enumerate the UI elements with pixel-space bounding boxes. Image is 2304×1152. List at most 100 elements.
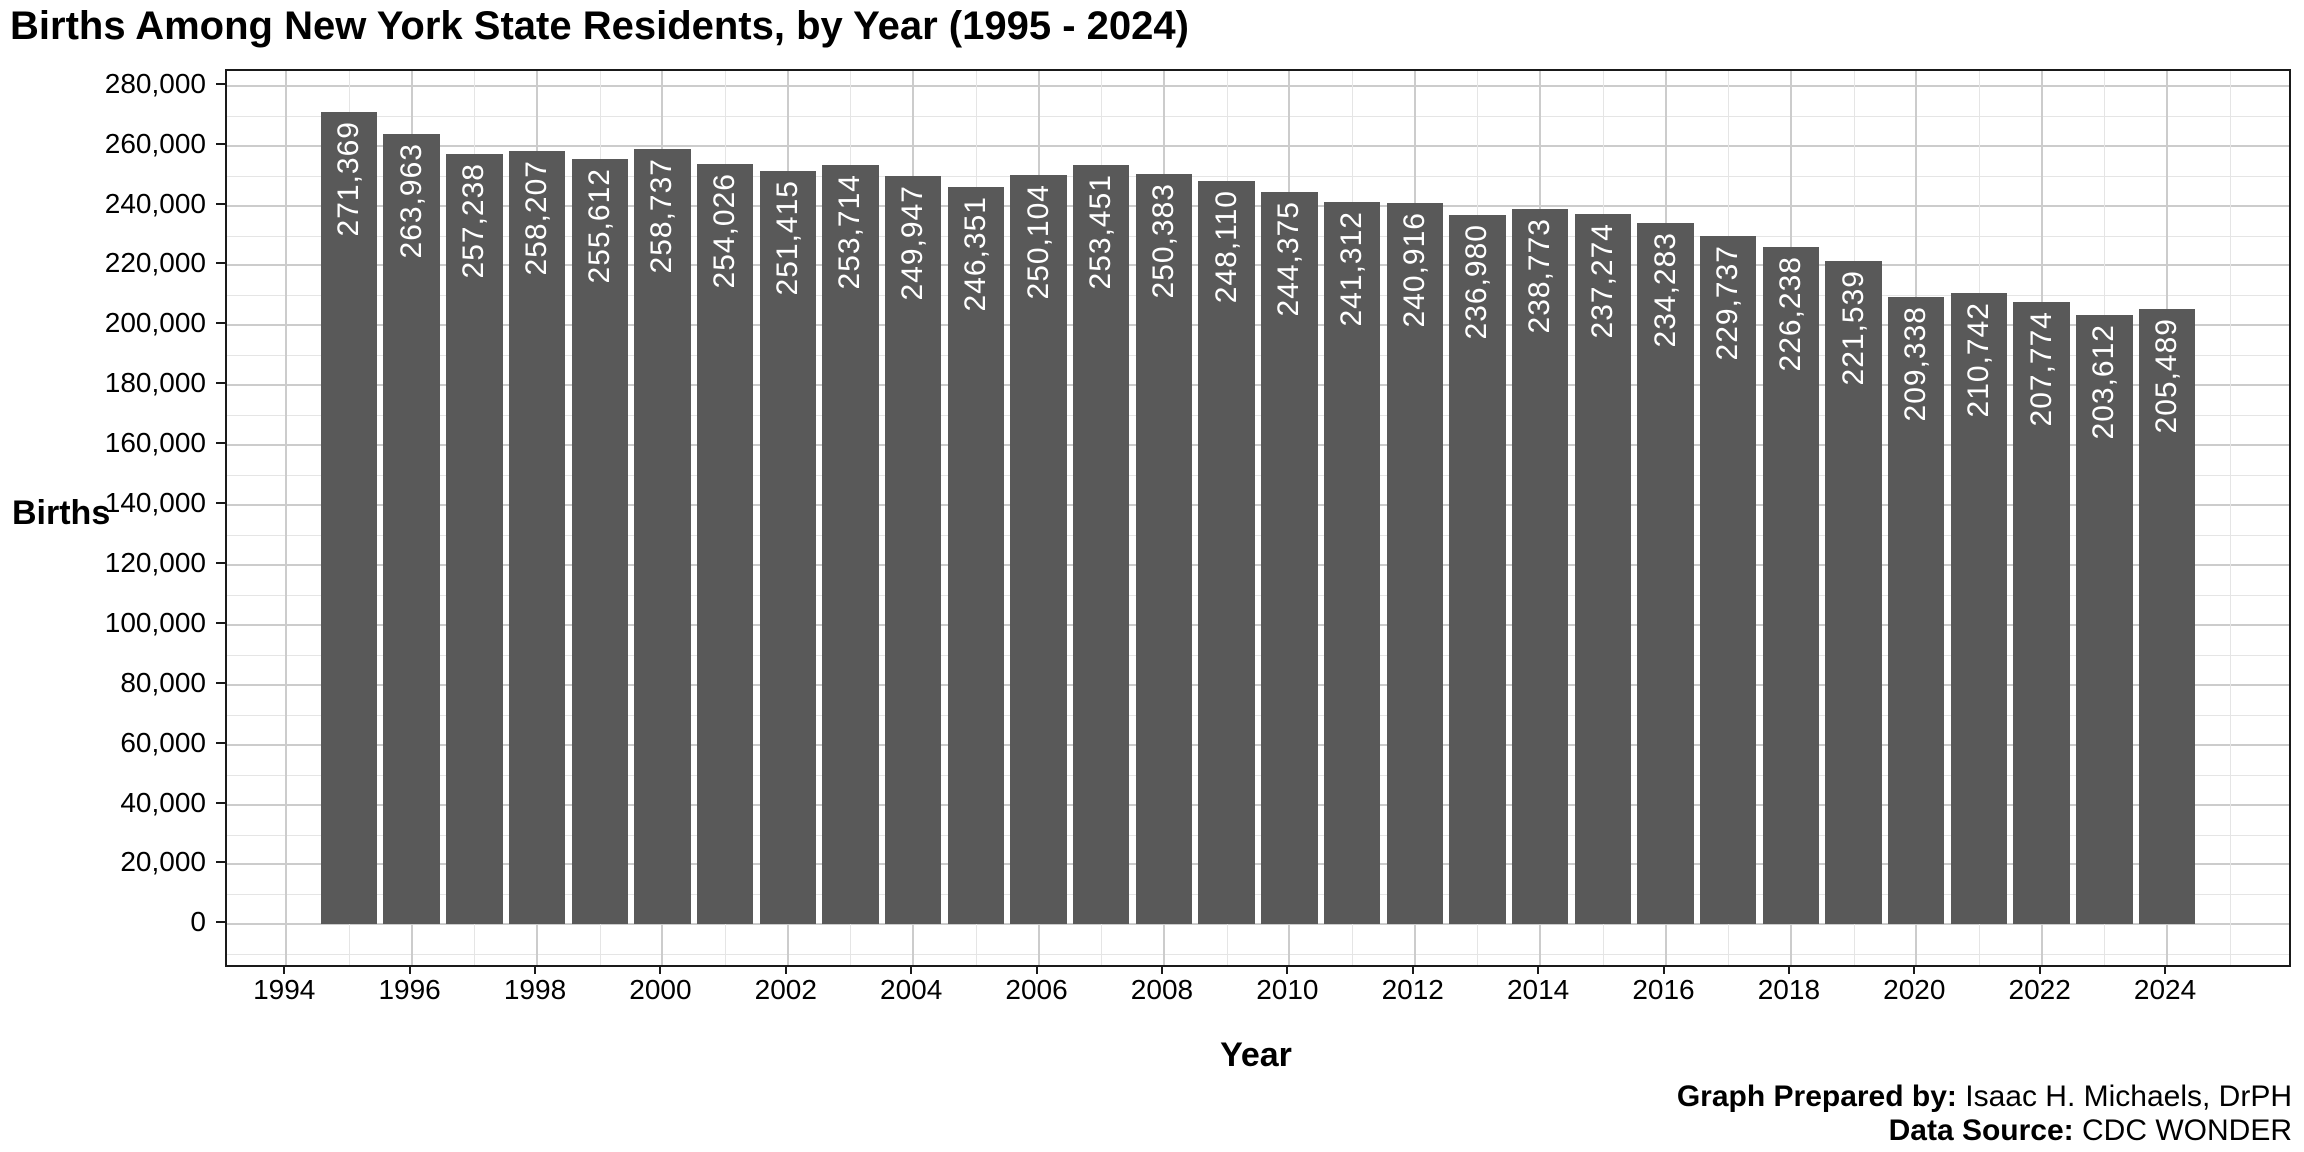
bar-2008: 250,383	[1135, 174, 1193, 925]
y-tick-label: 240,000	[104, 187, 206, 219]
bar-2004: 249,947	[884, 175, 942, 925]
gridline-major-y	[227, 84, 2289, 87]
y-tick-label: 260,000	[104, 127, 206, 159]
bar-2014: 238,773	[1511, 209, 1569, 925]
bar-2013: 236,980	[1449, 214, 1506, 925]
y-tick-mark	[216, 681, 225, 684]
gridline-minor-y	[227, 714, 2289, 716]
x-tick-label: 1994	[253, 974, 316, 1005]
bar-value-label: 248,110	[1209, 190, 1243, 304]
bar-value-label: 241,312	[1335, 210, 1369, 327]
gridline-minor-y	[227, 115, 2289, 117]
plot-panel: 271,369 263,963 257,238 258,207 255,612 258,7…	[225, 69, 2291, 967]
bar-value-label: 236,980	[1460, 223, 1494, 340]
bar-value-label: 249,947	[896, 184, 930, 301]
x-tick-label: 2020	[1883, 974, 1946, 1005]
gridline-minor-y	[227, 415, 2289, 417]
bar-2015: 237,274	[1574, 213, 1632, 925]
y-tick-label: 280,000	[104, 67, 206, 99]
bar-2007: 253,451	[1073, 165, 1130, 925]
x-tick-mark	[784, 965, 787, 974]
gridline-minor-y	[227, 774, 2289, 776]
x-tick-mark	[1787, 965, 1790, 974]
x-tick-mark	[534, 965, 537, 974]
gridline-minor-y	[227, 894, 2289, 896]
bar-value-label: 209,338	[1899, 306, 1933, 422]
gridline-major-y	[227, 324, 2289, 327]
bar-2021: 210,742	[1950, 293, 2008, 925]
bar-2019: 221,539	[1825, 260, 1882, 925]
y-tick-mark	[216, 921, 225, 924]
gridline-major-x	[285, 71, 288, 965]
bar-2023: 203,612	[2076, 314, 2133, 925]
bar-2001: 254,026	[696, 163, 754, 925]
bar-2002: 251,415	[759, 171, 816, 925]
gridline-minor-y	[227, 475, 2289, 477]
x-tick-mark	[659, 965, 662, 974]
gridline-major-y	[227, 563, 2289, 566]
bar-value-label: 251,415	[770, 180, 804, 296]
y-tick-mark	[216, 621, 225, 624]
x-tick-label: 2024	[2133, 974, 2197, 1005]
gridline-minor-y	[227, 295, 2289, 297]
gridline-minor-x	[2229, 71, 2231, 965]
x-tick-label: 2006	[1005, 974, 1068, 1005]
gridline-minor-y	[227, 175, 2289, 177]
y-tick-label: 120,000	[104, 546, 206, 578]
bar-value-label: 258,207	[520, 160, 553, 276]
x-tick-mark	[2164, 965, 2167, 974]
caption-data-source: Data Source: CDC WONDER	[1677, 1114, 2292, 1148]
y-tick-mark	[216, 561, 225, 564]
caption-prepared-by-value: Isaac H. Michaels, DrPH	[1956, 1080, 2292, 1113]
bar-value-label: 237,274	[1585, 222, 1619, 339]
gridline-major-y	[227, 444, 2289, 447]
x-tick-label: 2010	[1256, 974, 1319, 1005]
gridline-minor-y	[227, 235, 2289, 237]
gridline-major-y	[227, 264, 2289, 267]
bar-value-label: 253,451	[1084, 174, 1118, 290]
gridline-major-y	[227, 803, 2289, 806]
gridline-major-y	[227, 683, 2289, 686]
x-tick-mark	[1286, 965, 1289, 974]
y-tick-mark	[216, 262, 225, 265]
x-tick-label: 2016	[1632, 974, 1695, 1005]
bar-value-label: 258,737	[645, 158, 679, 274]
bar-value-label: 203,612	[2087, 323, 2121, 440]
gridline-minor-y	[227, 954, 2289, 956]
bar-value-label: 234,283	[1648, 231, 1682, 348]
bar-2011: 241,312	[1323, 201, 1381, 925]
y-tick-mark	[216, 861, 225, 864]
caption-prepared-by: Graph Prepared by: Isaac H. Michaels, Dr…	[1677, 1080, 2292, 1114]
x-tick-mark	[283, 965, 286, 974]
bar-value-label: 221,539	[1836, 269, 1870, 386]
gridline-major-y	[227, 863, 2289, 866]
y-tick-mark	[216, 741, 225, 744]
bar-value-label: 250,383	[1146, 183, 1180, 299]
bar-2006: 250,104	[1010, 175, 1067, 925]
bar-value-label: 240,916	[1397, 211, 1431, 328]
gridline-major-y	[227, 623, 2289, 626]
gridline-minor-y	[227, 535, 2289, 537]
y-tick-label: 60,000	[120, 726, 206, 758]
bar-1998: 258,207	[508, 151, 566, 925]
x-tick-mark	[1160, 965, 1163, 974]
gridline-minor-y	[227, 355, 2289, 357]
gridline-minor-y	[227, 594, 2289, 596]
y-tick-label: 0	[190, 906, 206, 938]
bar-1995: 271,369	[320, 111, 378, 925]
caption: Graph Prepared by: Isaac H. Michaels, Dr…	[1677, 1080, 2292, 1148]
bar-2009: 248,110	[1198, 181, 1255, 925]
y-tick-label: 200,000	[104, 307, 206, 339]
caption-prepared-by-label: Graph Prepared by:	[1676, 1080, 1957, 1113]
bar-2000: 258,737	[634, 149, 691, 925]
bar-value-label: 244,375	[1272, 201, 1306, 317]
bar-2012: 240,916	[1386, 202, 1443, 925]
x-tick-label: 2014	[1506, 974, 1570, 1005]
gridline-major-y	[227, 144, 2289, 147]
x-tick-mark	[1537, 965, 1540, 974]
x-tick-label: 2004	[880, 974, 943, 1005]
x-tick-mark	[1411, 965, 1414, 974]
gridline-major-y	[227, 504, 2289, 507]
y-axis-title: Births	[12, 494, 111, 532]
